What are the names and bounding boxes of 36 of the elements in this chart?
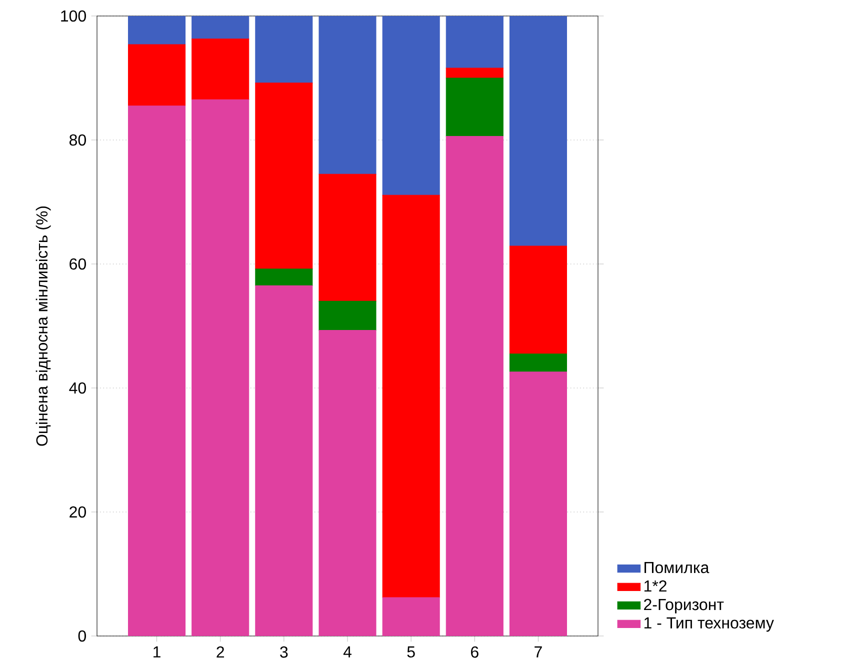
bar — [382, 194, 440, 598]
x-tick-label: 2 — [216, 646, 224, 658]
y-tick-label: 0 — [78, 630, 86, 642]
x-tick-label: 3 — [280, 646, 288, 658]
bar — [509, 372, 568, 636]
x-tick-label: 6 — [471, 646, 478, 658]
legend-label: 2-Горизонт — [644, 598, 724, 614]
bar — [318, 330, 376, 636]
bar — [446, 136, 504, 636]
bar — [446, 68, 504, 78]
bar — [255, 285, 313, 636]
legend-label: 1*2 — [644, 580, 666, 592]
x-tick-label: 1 — [154, 646, 160, 658]
y-tick-label: 20 — [70, 506, 86, 518]
bar — [382, 597, 440, 636]
bar — [128, 106, 186, 636]
bar — [318, 300, 376, 331]
bar — [318, 174, 376, 302]
y-tick-label: 100 — [61, 10, 86, 22]
y-tick-label: 40 — [69, 382, 86, 394]
legend-label: 1 - Тип технозему — [644, 617, 774, 632]
y-tick-label: 60 — [70, 258, 86, 270]
bar — [255, 82, 313, 270]
bar — [446, 78, 504, 137]
bar — [192, 99, 250, 636]
bar — [192, 38, 250, 100]
y-axis-title: Оцінена відносна мінливість (%) — [36, 206, 51, 446]
y-tick-label: 80 — [69, 134, 86, 146]
x-tick-label: 4 — [343, 646, 352, 658]
x-tick-label: 5 — [407, 646, 415, 658]
legend-label: Помилка — [644, 562, 710, 574]
bar — [255, 268, 313, 286]
bar — [509, 246, 568, 354]
bar — [128, 44, 186, 106]
bar — [509, 354, 568, 372]
x-tick-label: 7 — [534, 646, 542, 658]
